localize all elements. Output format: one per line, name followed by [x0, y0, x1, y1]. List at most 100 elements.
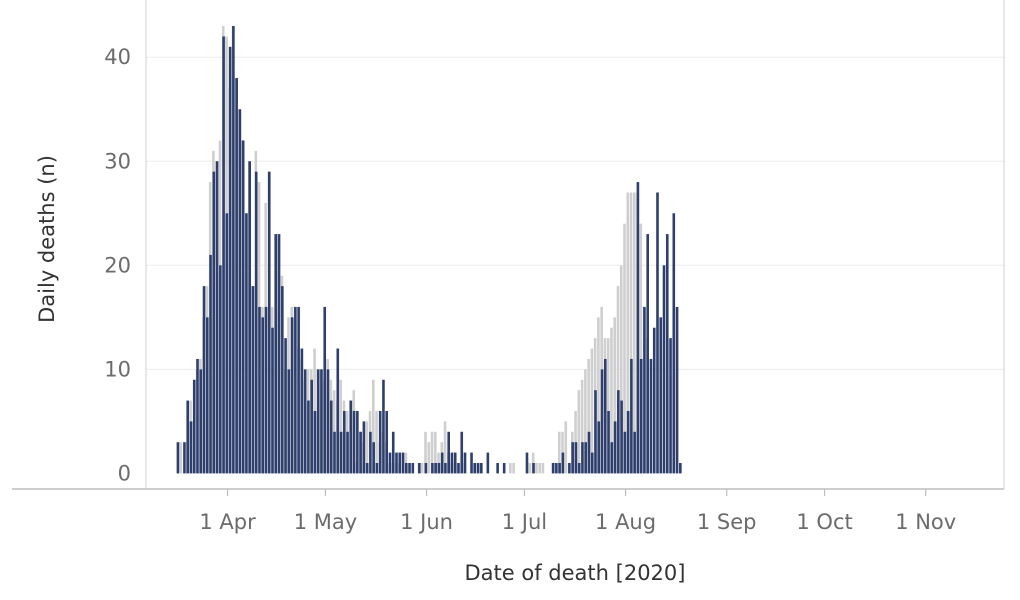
daily-death-bar — [613, 421, 617, 474]
daily-death-bar — [555, 462, 558, 474]
shadow-bar — [619, 265, 623, 474]
axes — [12, 0, 1005, 490]
shadow-bar — [616, 286, 620, 474]
daily-death-bar — [502, 462, 506, 474]
daily-death-bar — [300, 348, 304, 474]
y-tick-label: 0 — [118, 461, 131, 485]
daily-death-bar — [561, 452, 565, 474]
daily-death-bar — [290, 317, 294, 474]
daily-death-bar — [326, 369, 330, 474]
daily-death-bar — [662, 265, 666, 474]
shadow-bar — [613, 317, 617, 474]
daily-death-bar — [581, 442, 584, 474]
daily-death-bar — [440, 452, 444, 474]
y-tick-label: 30 — [104, 149, 131, 173]
daily-death-bar — [310, 379, 313, 474]
daily-death-bar — [404, 462, 408, 474]
daily-death-bar — [333, 431, 336, 474]
daily-death-bar — [329, 400, 333, 474]
daily-death-bar — [431, 462, 434, 474]
daily-death-bar — [476, 462, 480, 474]
daily-death-bar — [316, 369, 320, 474]
daily-death-bar — [590, 452, 594, 474]
daily-death-bar — [659, 317, 663, 474]
shadow-bar — [433, 431, 437, 474]
daily-death-bar — [352, 410, 356, 474]
x-tick-labels: 1 Apr 1 May 1 Jun 1 Jul 1 Aug 1 Sep 1 Oct 1 Nov — [199, 489, 956, 534]
shadow-bar — [623, 223, 626, 474]
daily-death-bar — [219, 265, 222, 474]
shadow-bar — [597, 317, 600, 474]
daily-death-bar — [610, 442, 614, 474]
daily-death-bar — [630, 358, 633, 474]
daily-death-bar — [401, 452, 405, 474]
daily-death-bar — [571, 442, 574, 474]
daily-death-bar — [294, 306, 297, 474]
daily-death-bars — [176, 26, 682, 474]
daily-death-bar — [447, 431, 450, 474]
daily-death-bar — [577, 462, 581, 474]
shadow-bar — [528, 462, 532, 474]
daily-death-bar — [349, 400, 353, 474]
shadow-bar — [632, 192, 636, 474]
daily-death-bar — [656, 192, 659, 474]
daily-death-bar — [620, 400, 623, 474]
daily-death-bar — [356, 410, 359, 474]
x-tick-label: 1 May — [294, 510, 357, 534]
daily-death-bar — [245, 213, 248, 474]
x-tick-label: 1 Sep — [697, 510, 757, 534]
shadow-bar — [610, 327, 613, 474]
y-tick-labels: 0 10 20 30 40 — [104, 45, 131, 485]
daily-death-bar — [623, 431, 627, 474]
shadow-bar — [424, 431, 427, 474]
daily-death-bar — [362, 421, 366, 474]
daily-death-bar — [600, 369, 604, 474]
daily-death-bar — [254, 171, 258, 474]
shadow-bar — [509, 462, 512, 474]
daily-death-bar — [241, 140, 245, 474]
daily-death-bar — [626, 410, 630, 474]
daily-death-bar — [359, 431, 362, 474]
daily-death-bar — [636, 182, 640, 474]
x-tick-label: 1 Aug — [595, 510, 656, 534]
shadow-bar — [427, 442, 431, 474]
daily-death-bar — [607, 410, 610, 474]
shadow-bar — [557, 431, 561, 474]
y-gridlines — [146, 56, 1004, 370]
daily-death-bar — [271, 327, 274, 474]
daily-death-bar — [205, 317, 209, 474]
daily-death-bar — [434, 462, 437, 474]
daily-death-bar — [675, 306, 679, 474]
daily-death-bar — [284, 338, 287, 474]
daily-death-bar — [228, 46, 232, 474]
daily-death-bar — [202, 286, 206, 474]
daily-death-bar — [584, 442, 588, 474]
daily-death-bar — [486, 452, 490, 474]
daily-death-bar — [669, 338, 672, 474]
daily-death-bar — [551, 462, 555, 474]
daily-death-bar — [287, 369, 291, 474]
shadow-bar — [629, 192, 633, 474]
daily-death-bar — [378, 410, 382, 474]
shadow-bar — [430, 431, 434, 474]
y-tick-label: 20 — [104, 253, 131, 277]
daily-death-bar — [649, 358, 653, 474]
daily-death-bar — [343, 410, 346, 474]
daily-death-bar — [665, 234, 669, 474]
daily-death-bar — [313, 410, 317, 474]
x-tick-label: 1 Apr — [199, 510, 256, 534]
daily-death-bar — [679, 462, 682, 474]
x-axis-title: Date of death [2020] — [465, 561, 686, 585]
daily-death-bar — [232, 26, 235, 474]
shadow-bar — [590, 348, 594, 474]
daily-death-bar — [225, 213, 229, 474]
daily-death-bar — [238, 109, 242, 474]
daily-death-bar — [587, 431, 591, 474]
daily-death-bar — [375, 462, 379, 474]
shadow-bar — [179, 442, 183, 474]
daily-death-bar — [336, 348, 340, 474]
daily-death-bar — [303, 369, 307, 474]
daily-death-bar — [453, 452, 457, 474]
daily-death-bar — [470, 452, 473, 474]
